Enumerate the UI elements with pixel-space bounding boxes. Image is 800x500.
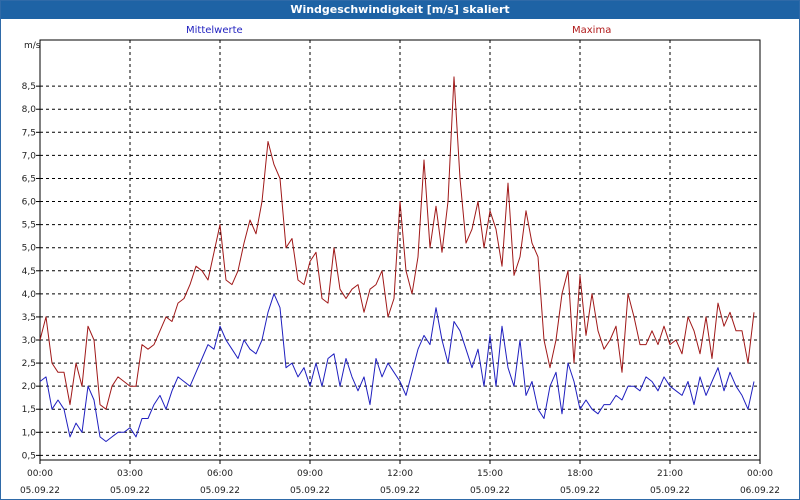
y-tick-label: 8,0 — [22, 105, 37, 115]
x-tick-time: 00:00 — [27, 469, 53, 479]
x-tick-date: 05.09.22 — [380, 486, 420, 496]
x-tick-time: 21:00 — [657, 469, 683, 479]
x-tick-date: 05.09.22 — [200, 486, 240, 496]
x-tick-date: 05.09.22 — [470, 486, 510, 496]
y-tick-label: 7,0 — [22, 151, 37, 161]
x-tick-time: 06:00 — [207, 469, 233, 479]
grid-layer — [39, 39, 761, 461]
y-tick-label: 2,0 — [22, 382, 37, 392]
y-tick-label: 7,5 — [22, 128, 36, 138]
x-tick-time: 09:00 — [297, 469, 323, 479]
legend-mean: Mittelwerte — [186, 25, 243, 36]
y-tick-label: 5,0 — [22, 244, 37, 254]
y-tick-label: 4,0 — [22, 290, 37, 300]
x-tick-date: 05.09.22 — [110, 486, 150, 496]
x-tick-date: 06.09.22 — [740, 486, 780, 496]
y-tick-label: 5,5 — [22, 221, 36, 231]
series-mittelwerte-line — [39, 293, 755, 442]
x-tick-date: 05.09.22 — [650, 486, 690, 496]
y-tick-label: 1,5 — [22, 405, 36, 415]
x-tick-date: 05.09.22 — [20, 486, 60, 496]
window-title: Windgeschwindigkeit [m/s] skaliert — [1, 1, 799, 19]
x-tick-time: 15:00 — [477, 469, 503, 479]
y-axis-label: m/s — [24, 41, 41, 51]
x-tick-time: 12:00 — [387, 469, 413, 479]
axis-layer: 0,5 1,0 1,5 2,0 2,5 3,0 3,5 4,0 4,5 5,0 5,5 6,0 6,5 7… — [20, 82, 780, 496]
y-tick-label: 6,0 — [22, 198, 37, 208]
x-tick-time: 03:00 — [117, 469, 143, 479]
y-tick-label: 0,5 — [22, 451, 36, 461]
y-tick-label: 3,5 — [22, 313, 36, 323]
series-layer — [39, 76, 755, 442]
legend-max: Maxima — [572, 25, 612, 36]
y-tick-label: 1,0 — [22, 428, 37, 438]
x-tick-date: 05.09.22 — [560, 486, 600, 496]
series-maxima-line — [39, 76, 755, 410]
x-tick-time: 00:00 — [747, 469, 773, 479]
y-tick-label: 3,0 — [22, 336, 37, 346]
y-tick-label: 8,5 — [22, 82, 36, 92]
x-tick-time: 18:00 — [567, 469, 593, 479]
y-tick-label: 2,5 — [22, 359, 36, 369]
y-tick-label: 4,5 — [22, 267, 36, 277]
y-tick-label: 6,5 — [22, 174, 36, 184]
x-tick-date: 05.09.22 — [290, 486, 330, 496]
